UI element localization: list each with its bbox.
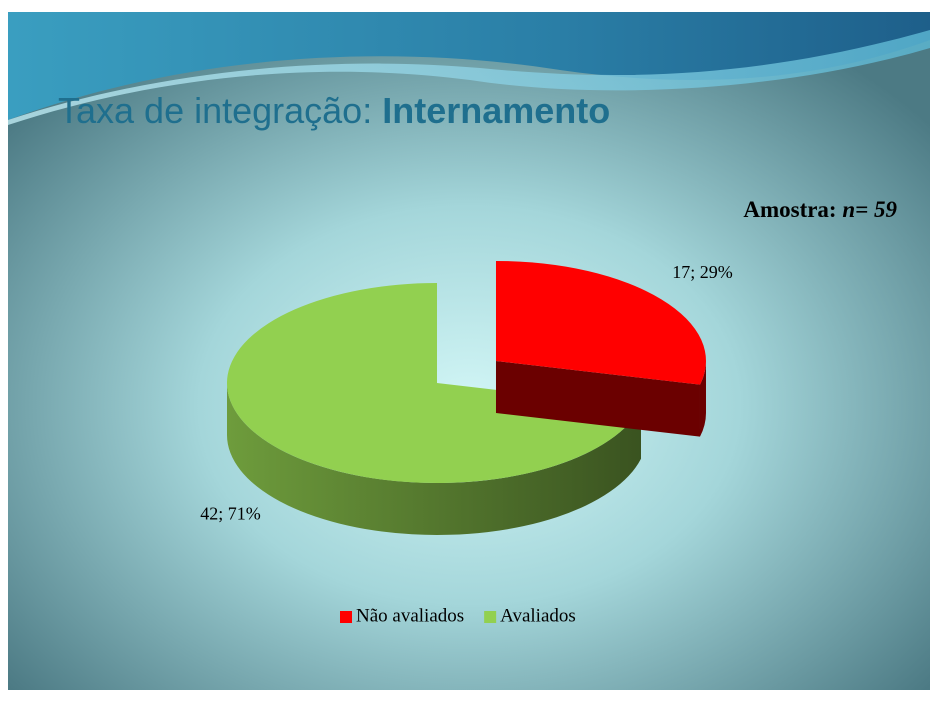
legend-swatch <box>484 611 496 623</box>
legend: Não avaliados Avaliados <box>340 605 576 626</box>
slide-title: Taxa de integração: Internamento <box>58 90 610 131</box>
slide: Taxa de integração: Internamento Amostra… <box>0 0 937 705</box>
sample-annotation: Amostra: n= 59 <box>743 197 897 222</box>
value-label: 42; 71% <box>200 503 261 523</box>
legend-label: Avaliados <box>500 605 576 626</box>
value-label: 17; 29% <box>672 262 733 282</box>
legend-label: Não avaliados <box>356 605 464 626</box>
legend-swatch <box>340 611 352 623</box>
